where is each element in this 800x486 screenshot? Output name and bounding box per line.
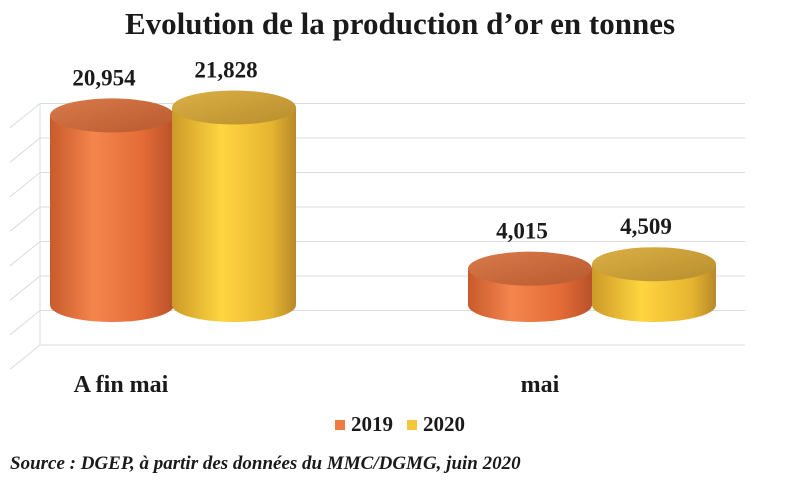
bar-top-2019-a-fin-mai — [50, 98, 174, 133]
legend: 2019 2020 — [0, 412, 800, 437]
gridline-side — [9, 310, 41, 336]
data-label-2019-a-fin-mai: 20,954 — [72, 65, 136, 90]
legend-swatch-2020 — [407, 419, 417, 430]
legend-item-2019: 2019 — [335, 412, 393, 437]
data-label-2020-a-fin-mai: 21,828 — [194, 58, 257, 83]
bar-top-2020-mai — [592, 247, 716, 282]
gridline-side — [9, 137, 41, 163]
gridline-side — [9, 103, 41, 129]
chart-title: Evolution de la production d’or en tonne… — [124, 6, 676, 41]
gridline-side — [9, 344, 41, 370]
gridline-side — [9, 241, 41, 267]
legend-label-2020: 2020 — [423, 412, 465, 436]
data-label-2019-mai: 4,015 — [496, 219, 548, 244]
category-label-a-fin-mai: A fin mai — [74, 372, 169, 398]
bar-2020-a-fin-mai — [172, 107, 296, 322]
gridline-side — [9, 275, 41, 301]
gridline-side — [9, 172, 41, 198]
source-note: Source : DGEP, à partir des données du M… — [10, 453, 521, 474]
legend-label-2019: 2019 — [351, 412, 393, 436]
legend-item-2020: 2020 — [407, 412, 465, 437]
legend-swatch-2019 — [335, 419, 345, 430]
data-label-2020-mai: 4,509 — [620, 214, 672, 239]
bar-top-2019-mai — [468, 251, 592, 286]
gridline-side — [9, 206, 41, 232]
bar-2019-a-fin-mai — [50, 115, 174, 322]
bar-top-2020-a-fin-mai — [172, 90, 296, 125]
category-label-mai: mai — [521, 372, 560, 398]
